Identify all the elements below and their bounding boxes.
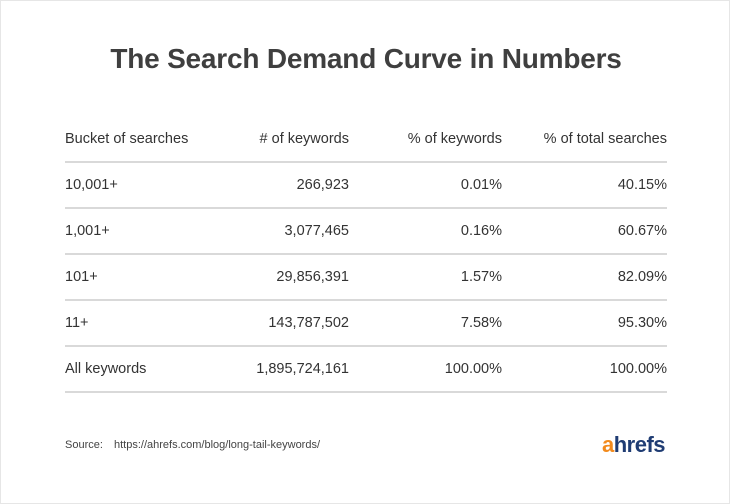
column-header-keywords-percent: % of keywords (349, 116, 502, 163)
search-demand-table: Bucket of searches # of keywords % of ke… (65, 116, 667, 393)
table-cell-bucket: 10,001+ (65, 162, 235, 209)
table-cell-keywords-percent: 100.00% (349, 346, 502, 393)
table-cell-searches-percent: 40.15% (502, 162, 667, 209)
table-cell-searches-percent: 100.00% (502, 346, 667, 393)
table-cell-searches-percent: 82.09% (502, 254, 667, 301)
table-row: 11+ 143,787,502 7.58% 95.30% (65, 300, 667, 347)
ahrefs-logo: ahrefs (601, 432, 666, 458)
source-label: Source: (65, 439, 103, 451)
table-cell-bucket: 101+ (65, 254, 235, 301)
table-cell-keywords-count: 29,856,391 (235, 254, 349, 301)
logo-wordmark: hrefs (613, 432, 666, 457)
page-title: The Search Demand Curve in Numbers (110, 43, 622, 74)
table-cell-keywords-count: 1,895,724,161 (235, 346, 349, 393)
table-cell-keywords-percent: 0.16% (349, 208, 502, 255)
source-note: Source: https://ahrefs.com/blog/long-tai… (65, 439, 320, 451)
table-cell-bucket: 1,001+ (65, 208, 235, 255)
logo-accent-letter: a (601, 432, 614, 457)
table-cell-keywords-percent: 0.01% (349, 162, 502, 209)
source-url: https://ahrefs.com/blog/long-tail-keywor… (113, 439, 321, 451)
table-cell-searches-percent: 95.30% (502, 300, 667, 347)
table-row: 10,001+ 266,923 0.01% 40.15% (65, 162, 667, 209)
table-cell-keywords-percent: 7.58% (349, 300, 502, 347)
table-cell-keywords-count: 3,077,465 (235, 208, 349, 255)
table-cell-bucket: All keywords (65, 346, 235, 393)
table-cell-bucket: 11+ (65, 300, 235, 347)
table-row-total: All keywords 1,895,724,161 100.00% 100.0… (65, 346, 667, 393)
table-row: 1,001+ 3,077,465 0.16% 60.67% (65, 208, 667, 255)
table-cell-keywords-count: 266,923 (235, 162, 349, 209)
table-cell-keywords-percent: 1.57% (349, 254, 502, 301)
column-header-searches-percent: % of total searches (502, 116, 667, 163)
table-cell-searches-percent: 60.67% (502, 208, 667, 255)
table-cell-keywords-count: 143,787,502 (235, 300, 349, 347)
table-row: 101+ 29,856,391 1.57% 82.09% (65, 254, 667, 301)
column-header-bucket: Bucket of searches (65, 116, 235, 163)
table-header-row: Bucket of searches # of keywords % of ke… (65, 116, 667, 163)
column-header-keywords-count: # of keywords (235, 116, 349, 163)
